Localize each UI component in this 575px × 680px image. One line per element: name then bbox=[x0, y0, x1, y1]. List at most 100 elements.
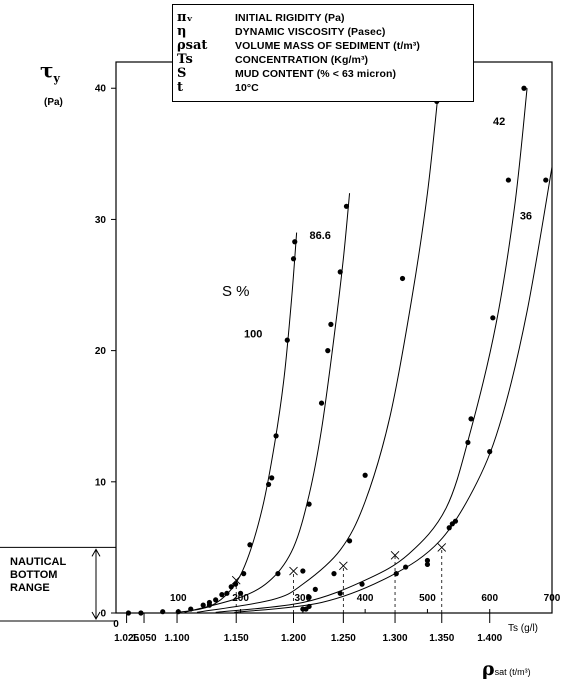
legend-symbol: Ts bbox=[177, 52, 193, 67]
curve-82.5 bbox=[196, 88, 440, 613]
data-point bbox=[399, 275, 406, 282]
y-tick-label: 0 bbox=[100, 609, 106, 620]
x-tick-label: 200 bbox=[232, 593, 249, 604]
legend-row: ρsat VOLUME MASS OF SEDIMENT (t/m³) bbox=[177, 38, 420, 53]
legend: πᵥ INITIAL RIGIDITY (Pa) η DYNAMIC VISCO… bbox=[172, 4, 474, 102]
data-point bbox=[125, 610, 132, 616]
x-tick-label: 100 bbox=[170, 593, 187, 604]
data-point bbox=[328, 321, 334, 327]
data-point bbox=[213, 597, 219, 603]
density-tick-label: 1.350 bbox=[429, 633, 454, 644]
series-curves bbox=[178, 88, 553, 613]
data-point bbox=[300, 568, 306, 574]
legend-row: t 10°C bbox=[177, 80, 259, 95]
data-point bbox=[232, 581, 239, 587]
data-point bbox=[505, 177, 511, 183]
data-point bbox=[188, 606, 194, 612]
data-point bbox=[337, 590, 343, 596]
data-point bbox=[331, 571, 337, 577]
data-point bbox=[346, 538, 353, 544]
legend-row: S MUD CONTENT (% < 63 micron) bbox=[177, 66, 397, 81]
x-tick-label: 400 bbox=[357, 593, 374, 604]
legend-symbol: S bbox=[177, 66, 187, 81]
nautical-line: BOTTOM bbox=[10, 569, 58, 581]
x-tick-label: 500 bbox=[419, 593, 436, 604]
data-point bbox=[306, 594, 312, 600]
data-point bbox=[343, 203, 350, 209]
y-axis-subscript: y bbox=[53, 72, 60, 85]
legend-row: Ts CONCENTRATION (Kg/m³) bbox=[177, 52, 369, 67]
legend-symbol: η bbox=[177, 24, 187, 39]
curve-100 bbox=[178, 232, 298, 613]
x-axis-label-bottom: ρsat (t/m³) bbox=[482, 658, 531, 680]
x-tick-label: 600 bbox=[481, 593, 498, 604]
data-point bbox=[424, 557, 431, 564]
legend-text: INITIAL RIGIDITY (Pa) bbox=[235, 11, 345, 24]
legend-text: MUD CONTENT (% < 63 micron) bbox=[235, 67, 397, 80]
x-tick-label: 0 bbox=[113, 619, 119, 630]
nautical-arrow-head-down bbox=[91, 611, 101, 621]
data-points bbox=[125, 85, 549, 616]
data-point bbox=[273, 433, 279, 439]
density-tick-label: 1.200 bbox=[281, 633, 306, 644]
series-label: 100 bbox=[244, 329, 262, 341]
data-point bbox=[241, 571, 247, 577]
density-tick-label: 1.300 bbox=[383, 633, 408, 644]
data-point bbox=[266, 481, 272, 488]
data-point bbox=[452, 518, 459, 524]
density-tick-label: 1.400 bbox=[477, 633, 502, 644]
series-label: 42 bbox=[493, 116, 505, 128]
data-point bbox=[200, 602, 206, 608]
data-point bbox=[393, 571, 399, 577]
data-point bbox=[269, 475, 275, 481]
data-point bbox=[487, 449, 493, 455]
y-tick-label: 10 bbox=[95, 477, 107, 488]
data-point bbox=[359, 581, 365, 587]
data-point bbox=[543, 177, 549, 183]
data-point bbox=[237, 590, 244, 596]
s-percent-label: S % bbox=[222, 283, 250, 300]
rho-symbol: ρ bbox=[482, 658, 495, 680]
nautical-cross bbox=[289, 566, 298, 576]
data-point bbox=[337, 269, 343, 275]
legend-text: CONCENTRATION (Kg/m³) bbox=[235, 53, 369, 66]
curve-36 bbox=[234, 166, 553, 613]
legend-symbol: t bbox=[177, 80, 184, 95]
data-point bbox=[292, 239, 298, 245]
nautical-line: RANGE bbox=[10, 582, 50, 594]
data-point bbox=[306, 501, 312, 507]
density-tick-label: 1.025 bbox=[114, 633, 139, 644]
density-tick-label: 1.100 bbox=[165, 633, 190, 644]
data-point bbox=[446, 525, 452, 531]
data-point bbox=[468, 416, 474, 422]
data-point bbox=[318, 400, 325, 406]
data-point bbox=[465, 439, 471, 446]
data-point bbox=[206, 602, 213, 608]
x-tick-label: 300 bbox=[295, 593, 312, 604]
y-axis-tau: τ bbox=[40, 58, 54, 82]
nautical-cross bbox=[437, 543, 447, 552]
data-point bbox=[521, 85, 527, 91]
data-point bbox=[224, 590, 230, 596]
legend-text: 10°C bbox=[235, 81, 259, 94]
legend-symbol: πᵥ bbox=[177, 10, 193, 25]
data-point bbox=[219, 592, 225, 598]
legend-text: VOLUME MASS OF SEDIMENT (t/m³) bbox=[235, 39, 420, 52]
nautical-cross bbox=[339, 561, 348, 571]
density-tick-label: 1.050 bbox=[132, 633, 157, 644]
data-point bbox=[403, 564, 409, 570]
series-label: 86.6 bbox=[309, 230, 330, 242]
legend-symbol: ρsat bbox=[177, 38, 208, 53]
data-point bbox=[424, 561, 431, 568]
curve-86.6 bbox=[184, 193, 351, 613]
data-point bbox=[275, 571, 281, 577]
data-point bbox=[160, 609, 166, 615]
x-axis-label-top: Ts (g/l) bbox=[508, 623, 538, 634]
data-point bbox=[228, 584, 234, 590]
legend-row: η DYNAMIC VISCOSITY (Pasec) bbox=[177, 24, 386, 39]
y-tick-label: 20 bbox=[95, 346, 107, 357]
data-point bbox=[284, 337, 290, 343]
density-tick-label: 1.250 bbox=[331, 633, 356, 644]
